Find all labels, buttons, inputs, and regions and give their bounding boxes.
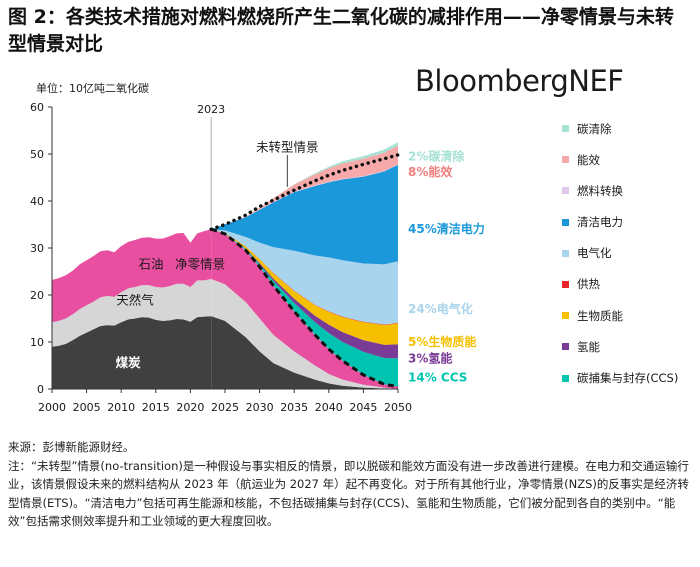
legend-swatch	[562, 156, 569, 164]
legend-label: 供热	[577, 277, 600, 292]
area-residual-coal	[211, 316, 398, 389]
right-label: 8%能效	[408, 164, 453, 179]
legend-item: 供热	[562, 274, 678, 295]
y-tick-label: 30	[30, 242, 44, 255]
footnote: 注：“未转型”情景(no-transition)是一种假设与事实相反的情景，即以…	[8, 458, 689, 529]
y-tick-label: 40	[30, 195, 44, 208]
legend-swatch	[562, 343, 569, 351]
legend-item: 碳捕集与封存(CCS)	[562, 368, 678, 389]
legend-swatch	[562, 218, 569, 226]
x-tick-label: 2010	[107, 401, 135, 414]
x-tick-label: 2025	[211, 401, 239, 414]
label-net-zero: 净零情景	[175, 256, 225, 271]
label-gas: 天然气	[116, 293, 154, 308]
legend-label: 燃料转换	[577, 183, 623, 198]
y-tick-label: 10	[30, 336, 44, 349]
x-tick-label: 2040	[315, 401, 343, 414]
area-abatement-碳捕集与封存(CCS)	[211, 229, 398, 387]
right-label: 14% CCS	[408, 370, 467, 384]
legend-label: 碳捕集与封存(CCS)	[577, 371, 679, 385]
legend-item: 能效	[562, 149, 678, 170]
legend-swatch	[562, 312, 569, 320]
notes: 来源：彭博新能源财经。 注：“未转型”情景(no-transition)是一种假…	[8, 438, 692, 531]
y-tick-label: 60	[30, 101, 44, 114]
area-residual-oil	[211, 229, 398, 389]
legend-swatch	[562, 187, 569, 195]
x-tick-label: 2030	[246, 401, 274, 414]
area-historical-煤炭	[52, 316, 212, 389]
right-label: 3%氢能	[408, 350, 452, 365]
legend: 碳清除能效燃料转换清洁电力电气化供热生物质能氢能碳捕集与封存(CCS)	[562, 118, 678, 399]
x-tick-label: 2020	[176, 401, 204, 414]
x-tick-label: 2045	[349, 401, 377, 414]
x-tick-label: 2050	[384, 401, 412, 414]
legend-swatch	[562, 280, 569, 288]
legend-item: 电气化	[562, 243, 678, 264]
area-abatement-生物质能	[211, 229, 398, 345]
area-abatement-清洁电力	[211, 164, 398, 265]
x-tick-label: 2015	[142, 401, 170, 414]
y-tick-label: 50	[30, 148, 44, 161]
legend-label: 碳清除	[577, 121, 612, 136]
legend-item: 生物质能	[562, 305, 678, 326]
marker-label-2023: 2023	[197, 103, 225, 116]
right-label: 2%碳清除	[408, 148, 465, 163]
right-label: 45%清洁电力	[408, 221, 485, 236]
x-tick-label: 2035	[280, 401, 308, 414]
right-label: 24%电气化	[408, 301, 473, 316]
area-historical-天然气	[52, 279, 212, 347]
legend-swatch	[562, 374, 569, 382]
legend-label: 电气化	[577, 246, 612, 261]
legend-label: 清洁电力	[577, 215, 623, 230]
legend-item: 氢能	[562, 336, 678, 357]
legend-item: 碳清除	[562, 118, 678, 139]
brand-logo: BloombergNEF	[415, 64, 624, 98]
legend-label: 生物质能	[577, 308, 623, 323]
legend-swatch	[562, 249, 569, 257]
y-tick-label: 20	[30, 289, 44, 302]
area-abatement-电气化	[211, 229, 398, 325]
label-coal: 煤炭	[116, 355, 142, 370]
unit-label: 单位：10亿吨二氧化碳	[36, 82, 149, 95]
area-abatement-氢能	[211, 229, 398, 359]
legend-label: 氢能	[577, 339, 600, 354]
area-historical-石油	[52, 229, 212, 323]
area-abatement-能效	[211, 145, 398, 230]
x-tick-label: 2005	[73, 401, 101, 414]
source-note: 来源：彭博新能源财经。	[8, 440, 135, 454]
legend-item: 清洁电力	[562, 212, 678, 233]
label-no-transition: 未转型情景	[256, 140, 319, 155]
line-net-zero	[210, 227, 399, 389]
legend-item: 燃料转换	[562, 180, 678, 201]
line-no-transition	[209, 153, 400, 231]
y-tick-label: 0	[37, 383, 44, 396]
area-residual-gas	[211, 279, 398, 389]
right-label: 5%生物质能	[408, 334, 476, 349]
x-tick-label: 2000	[38, 401, 66, 414]
legend-swatch	[562, 125, 569, 132]
legend-label: 能效	[577, 152, 600, 167]
label-oil: 石油	[138, 256, 163, 271]
chart-title: 图 2：各类技术措施对燃料燃烧所产生二氧化碳的减排作用——净零情景与未转型情景对…	[8, 6, 674, 55]
